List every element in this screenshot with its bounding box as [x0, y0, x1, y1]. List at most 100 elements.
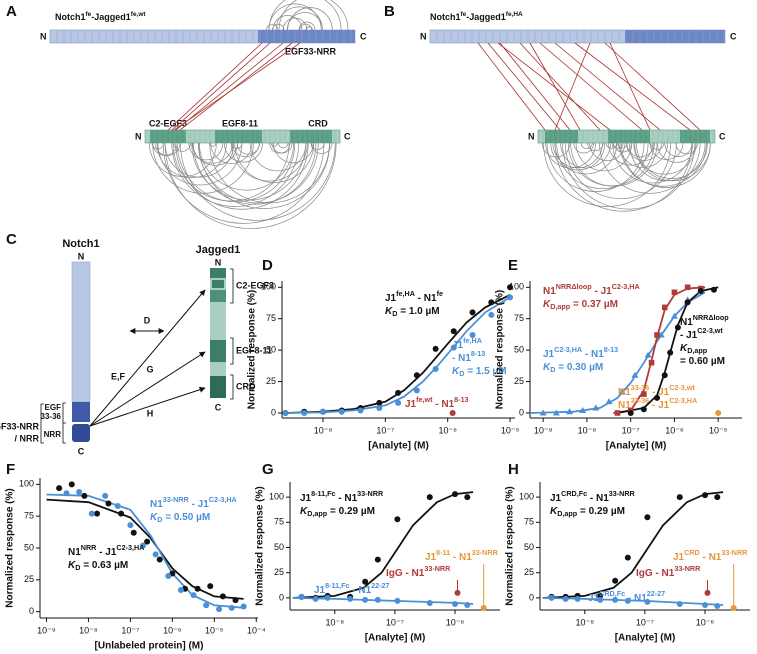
- point: [614, 410, 621, 416]
- point: [507, 294, 514, 301]
- text-part: fe: [461, 11, 467, 18]
- point: [76, 489, 83, 495]
- point: [684, 284, 691, 291]
- arrow-label: E,F: [111, 371, 126, 381]
- notch-body: [71, 261, 91, 403]
- crosslink-arc: [231, 142, 260, 158]
- panel-title: Notch1fe-Jagged1fe,wt: [55, 11, 146, 23]
- crosslink-arc: [545, 142, 596, 169]
- text-part: NRRΔloop: [556, 282, 593, 291]
- x-tick-label: 10⁻⁶: [163, 625, 182, 635]
- text-part: 22-27: [647, 589, 665, 598]
- crosslink-arc: [268, 0, 342, 31]
- crosslink-arc: [298, 21, 316, 31]
- crosslink-arc: [273, 142, 314, 164]
- text-part: D,app: [687, 346, 708, 355]
- point: [338, 408, 345, 415]
- point: [644, 351, 652, 358]
- text-part: J1: [588, 593, 600, 604]
- point: [347, 595, 354, 602]
- x-axis-title: [Analyte] (M): [606, 441, 667, 452]
- annotation: N1NRRΔloop: [680, 313, 729, 328]
- point: [667, 349, 674, 356]
- point: [702, 492, 709, 499]
- point: [507, 284, 514, 291]
- crosslink-arc: [650, 142, 665, 150]
- point: [714, 602, 721, 609]
- jag-dark: [290, 130, 332, 143]
- point: [710, 286, 717, 293]
- crosslink: [477, 42, 546, 131]
- crosslink-arc: [199, 142, 295, 191]
- arrow: [89, 289, 206, 427]
- y-tick-label: 25: [524, 567, 534, 577]
- crosslink-arc: [580, 142, 593, 149]
- jag-dark: [150, 130, 186, 143]
- point: [432, 365, 439, 372]
- crosslink-arc: [164, 142, 337, 229]
- annotation: KD,app = 0.29 µM: [300, 506, 375, 518]
- crosslink-arc: [192, 142, 317, 205]
- arrow: [89, 351, 206, 427]
- crosslink: [179, 42, 293, 131]
- crosslink-arc: [275, 6, 323, 31]
- notch-domain: EGF: [45, 403, 62, 412]
- text-part: - N1: [415, 293, 437, 304]
- text-part: - N1: [450, 552, 472, 563]
- jag-region: EGF8-11: [236, 345, 272, 355]
- text-part: 33-NRR: [163, 495, 190, 504]
- annotation: KD,app: [680, 343, 708, 355]
- annotation: J1fe,HA: [452, 336, 482, 351]
- crosslink: [609, 42, 651, 131]
- point: [413, 372, 420, 379]
- text-part: 33-NRR: [424, 564, 451, 573]
- crosslink-arc: [282, 17, 308, 31]
- notch-n: N: [420, 31, 427, 41]
- annotation: J1CRD,Fc - N122-27: [588, 589, 665, 604]
- annotation: J1fe,HA - N1fe: [385, 289, 443, 304]
- text-part: D: [459, 369, 464, 378]
- crosslink-arc: [209, 142, 330, 204]
- crosslink-arc: [562, 142, 696, 210]
- point: [102, 492, 109, 499]
- crosslink-arc: [272, 15, 303, 31]
- text-part: J1: [425, 552, 437, 563]
- point: [661, 304, 668, 311]
- x-tick-label: 10⁻⁶: [438, 425, 457, 435]
- jag-dark: [215, 130, 262, 143]
- point: [165, 573, 172, 579]
- crosslink-arc: [664, 142, 693, 157]
- text-part: IgG - N1: [386, 568, 425, 579]
- point: [232, 597, 239, 604]
- text-part: D,app: [557, 509, 578, 518]
- jag-dark: [608, 130, 650, 143]
- text-part: = 1.0 µM: [397, 306, 439, 317]
- x-tick-label: 10⁻⁵: [501, 425, 520, 435]
- crosslink-arc: [277, 142, 289, 149]
- fit-line: [529, 291, 706, 414]
- brace: [62, 402, 66, 444]
- crosslink: [529, 42, 581, 131]
- fit-line: [46, 493, 244, 609]
- point: [130, 529, 137, 536]
- annotation: - N18-13: [452, 349, 485, 364]
- annotation: J1fe,wt - N18-13: [405, 395, 469, 410]
- fit-line: [292, 597, 474, 605]
- point: [394, 597, 401, 604]
- jag-segment: [210, 268, 226, 278]
- point: [240, 603, 247, 610]
- y-tick-label: 50: [266, 345, 276, 355]
- crosslink-arc: [197, 142, 319, 204]
- point: [395, 389, 402, 396]
- crosslink-arc: [210, 142, 253, 164]
- text-part: 8-11: [436, 548, 450, 557]
- point: [644, 514, 651, 521]
- y-tick-label: 0: [271, 407, 276, 417]
- text-part: D: [157, 515, 162, 524]
- diagrams: N C EGF33-NRR N C C2-EGF3 EGF8-11 CRD N …: [0, 31, 737, 456]
- arrow: [89, 386, 206, 427]
- point: [376, 399, 383, 406]
- annotation: KD,app = 0.37 µM: [543, 299, 618, 311]
- annotation: IgG - N133-NRR: [636, 564, 701, 579]
- annotation: J18-11 - N133-NRR: [425, 548, 499, 563]
